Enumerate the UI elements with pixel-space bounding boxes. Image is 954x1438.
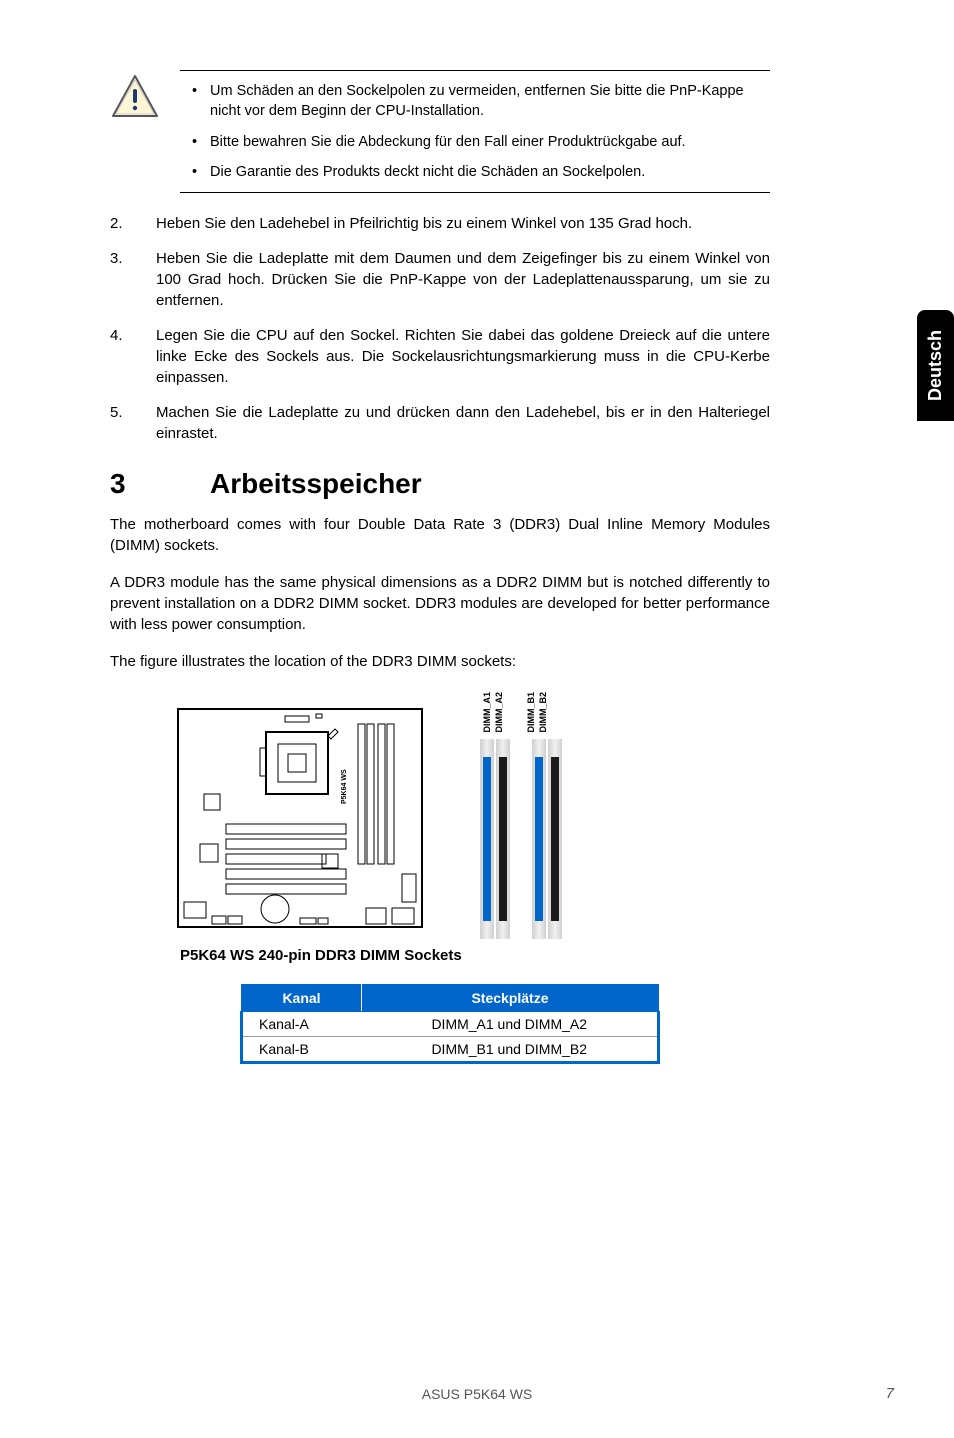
body-paragraph: The figure illustrates the location of t…: [110, 651, 770, 672]
dimm-label: DIMM_A1: [482, 692, 492, 733]
page-number: 7: [886, 1385, 894, 1402]
warning-item: Die Garantie des Produkts deckt nicht di…: [180, 162, 770, 182]
diagram-caption: P5K64 WS 240-pin DDR3 DIMM Sockets: [180, 947, 770, 964]
step-item: Machen Sie die Ladeplatte zu und drücken…: [110, 402, 770, 444]
body-paragraph: A DDR3 module has the same physical dime…: [110, 572, 770, 635]
language-tab: Deutsch: [917, 310, 954, 421]
warning-item: Bitte bewahren Sie die Abdeckung für den…: [180, 132, 770, 152]
motherboard-schematic: P5K64 WS: [170, 694, 430, 939]
install-steps: Heben Sie den Ladehebel in Pfeilrichtig …: [110, 213, 770, 444]
table-header: Kanal: [242, 984, 362, 1011]
section-heading: 3Arbeitsspeicher: [110, 468, 770, 500]
svg-text:P5K64 WS: P5K64 WS: [341, 769, 348, 804]
table-cell: Kanal-A: [242, 1011, 362, 1036]
section-title: Arbeitsspeicher: [210, 468, 422, 499]
dimm-slots-detail: DIMM_A1 DIMM_A2 DIMM_B1 DIMM_B2: [480, 692, 562, 939]
section-number: 3: [110, 468, 210, 500]
warning-item: Um Schäden an den Sockelpolen zu vermeid…: [180, 81, 770, 122]
body-paragraph: The motherboard comes with four Double D…: [110, 514, 770, 556]
dimm-label: DIMM_B1: [526, 692, 536, 733]
dimm-slot: [548, 739, 562, 939]
dimm-diagram: P5K64 WS: [170, 692, 770, 939]
dimm-labels: DIMM_A1 DIMM_A2 DIMM_B1 DIMM_B2: [480, 692, 562, 733]
table-row: Kanal-A DIMM_A1 und DIMM_A2: [242, 1011, 659, 1036]
dimm-slot: [532, 739, 546, 939]
warning-text: Um Schäden an den Sockelpolen zu vermeid…: [180, 70, 770, 193]
warning-icon: [110, 74, 160, 125]
dimm-slot-group: [480, 739, 562, 939]
table-header: Steckplätze: [362, 984, 659, 1011]
step-item: Heben Sie die Ladeplatte mit dem Daumen …: [110, 248, 770, 311]
dimm-label: DIMM_B2: [538, 692, 548, 733]
table-cell: Kanal-B: [242, 1036, 362, 1062]
footer-text: ASUS P5K64 WS: [0, 1386, 954, 1402]
warning-callout: Um Schäden an den Sockelpolen zu vermeid…: [110, 70, 770, 193]
table-cell: DIMM_A1 und DIMM_A2: [362, 1011, 659, 1036]
step-item: Legen Sie die CPU auf den Sockel. Richte…: [110, 325, 770, 388]
dimm-label: DIMM_A2: [494, 692, 504, 733]
page-content: Um Schäden an den Sockelpolen zu vermeid…: [0, 0, 850, 1094]
channel-table: Kanal Steckplätze Kanal-A DIMM_A1 und DI…: [240, 984, 660, 1064]
table-row: Kanal-B DIMM_B1 und DIMM_B2: [242, 1036, 659, 1062]
dimm-slot: [480, 739, 494, 939]
step-item: Heben Sie den Ladehebel in Pfeilrichtig …: [110, 213, 770, 234]
dimm-slot: [496, 739, 510, 939]
table-cell: DIMM_B1 und DIMM_B2: [362, 1036, 659, 1062]
